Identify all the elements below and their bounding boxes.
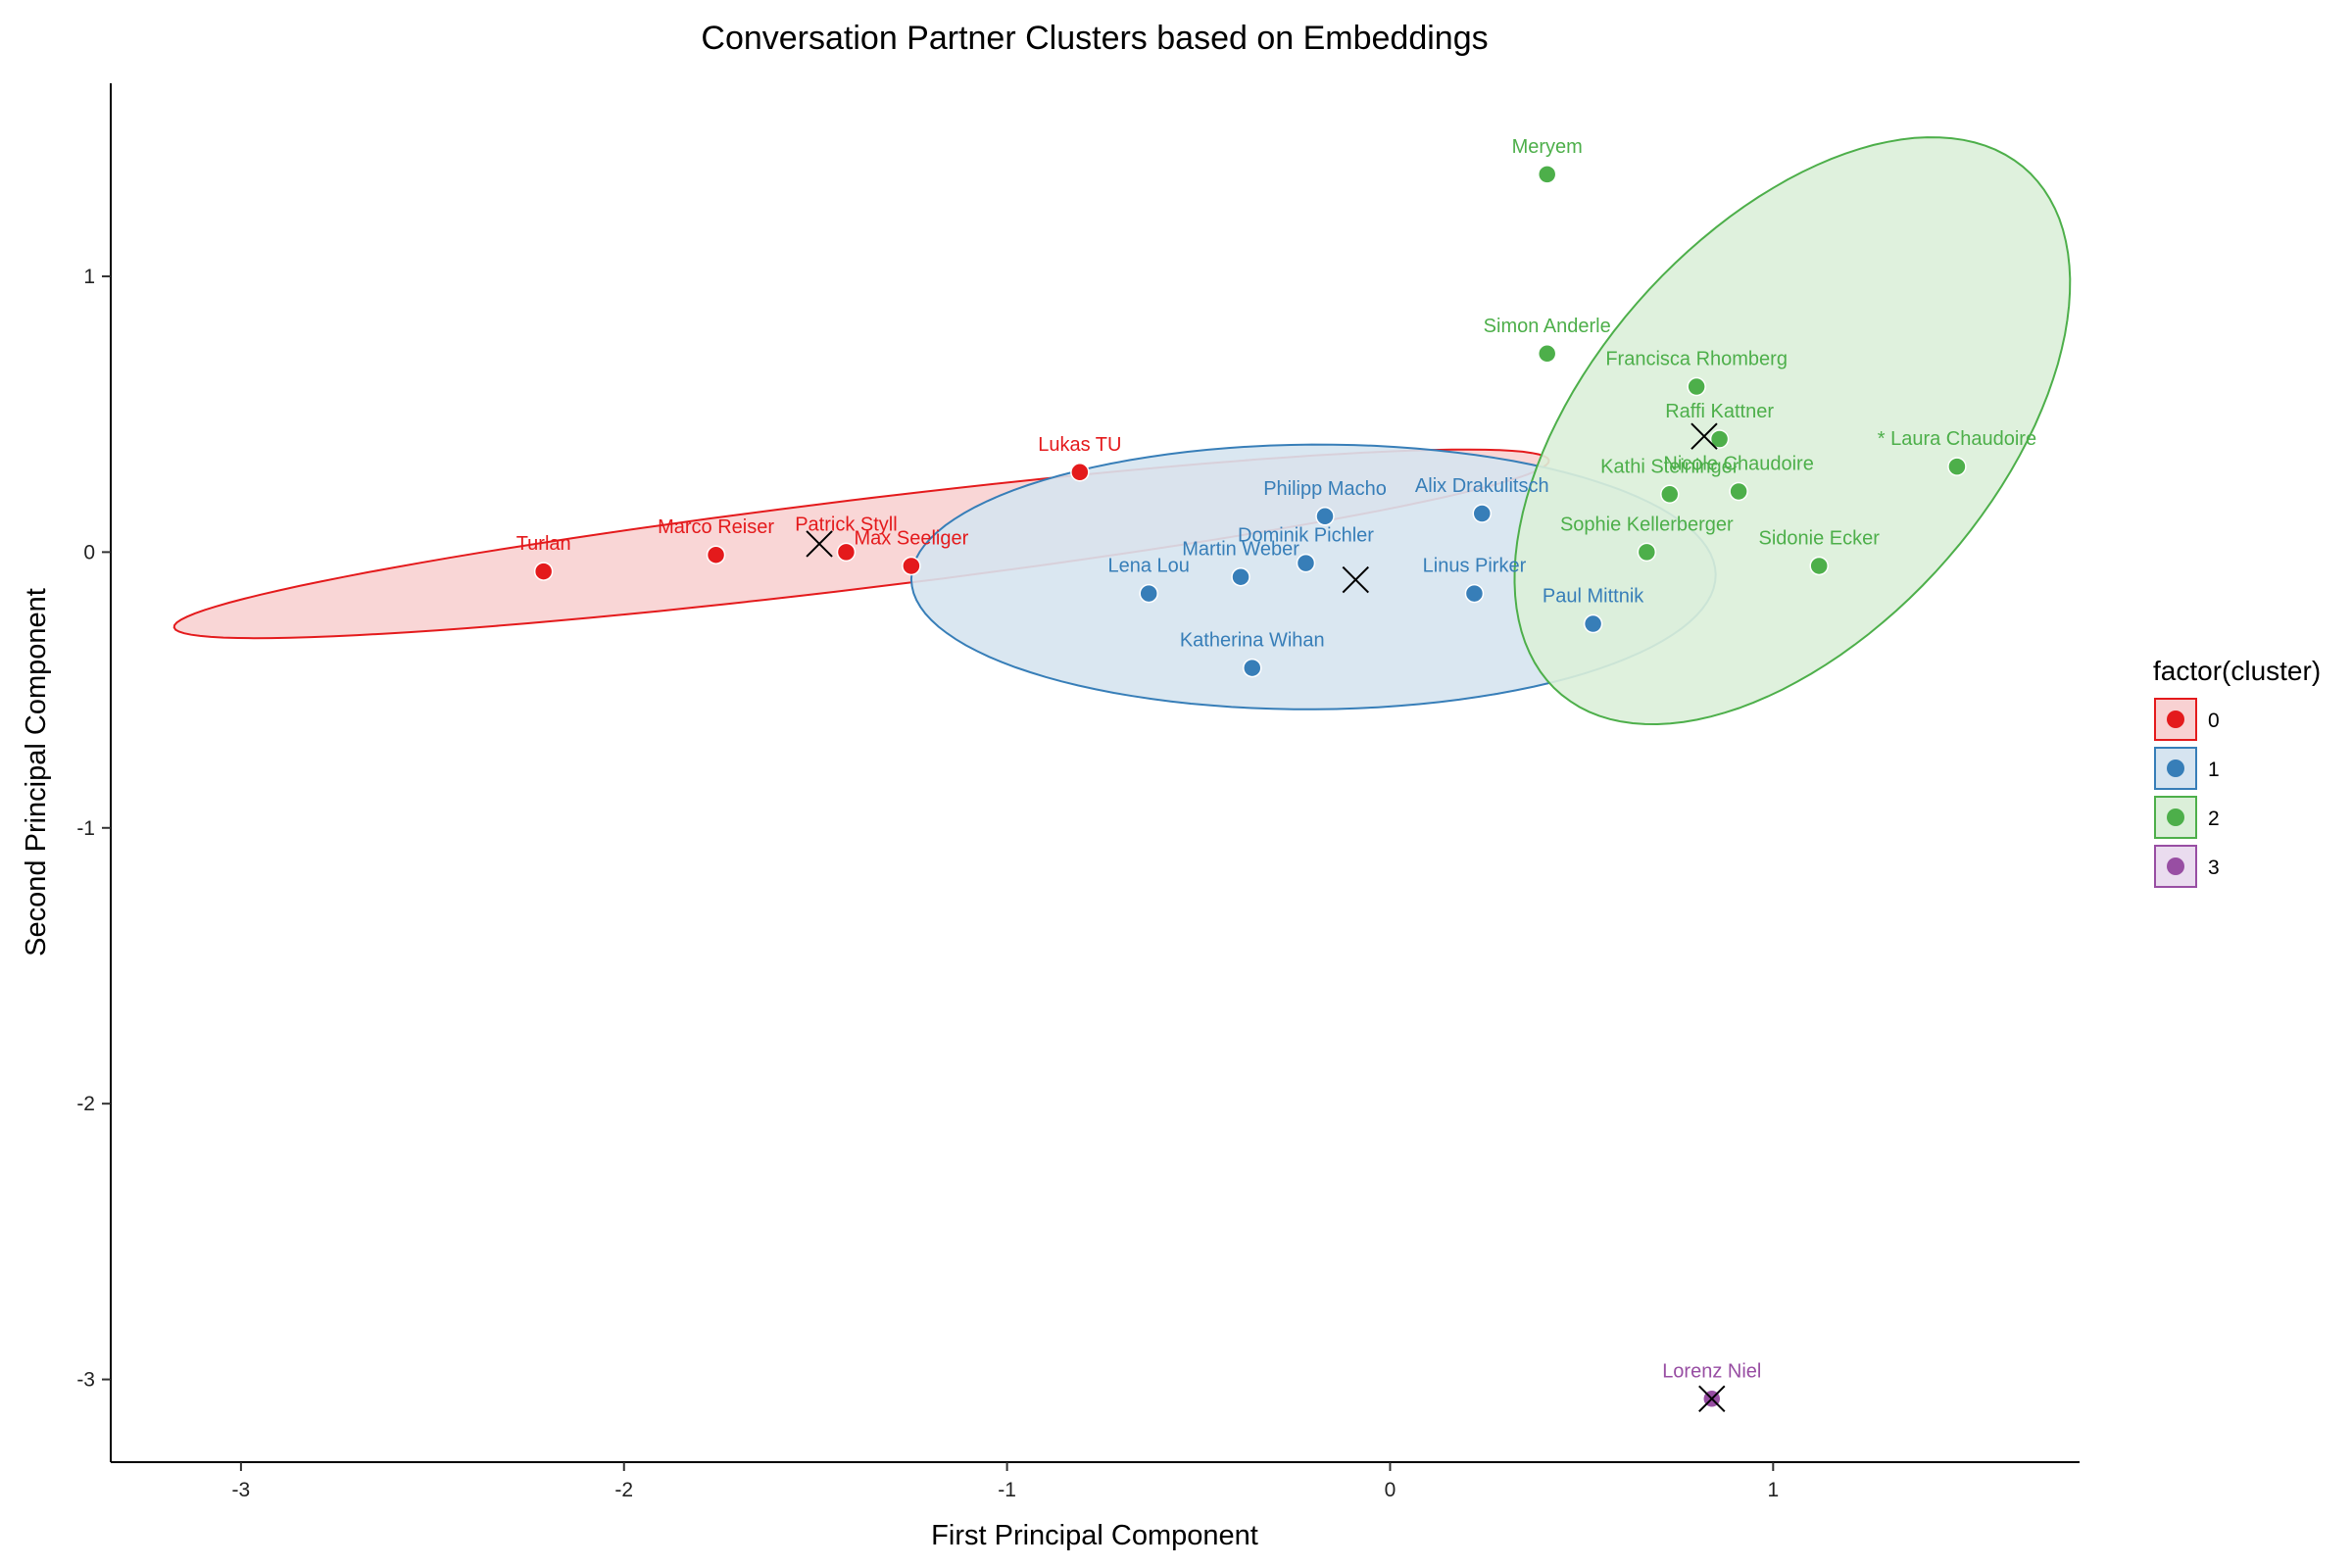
y-tick-label: 1 <box>83 266 95 288</box>
centroid-marker <box>1342 565 1369 594</box>
centroid-markers <box>806 422 1726 1412</box>
point-label: Patrick Styll <box>795 514 897 535</box>
data-point <box>902 556 921 576</box>
point-label: Lukas TU <box>1038 434 1121 456</box>
data-point <box>1709 429 1730 449</box>
point-label: Meryem <box>1512 136 1583 158</box>
point-label: Sophie Kellerberger <box>1560 514 1734 535</box>
point-label: Turlan <box>516 533 571 555</box>
x-tick-label: -3 <box>232 1479 251 1501</box>
data-point <box>1809 556 1829 576</box>
point-label: Kathi Steininger <box>1600 456 1740 477</box>
legend-label: 3 <box>2208 857 2220 879</box>
data-points <box>533 165 1967 1409</box>
x-tick-label: 1 <box>1767 1479 1779 1501</box>
legend-dot <box>2167 760 2184 777</box>
point-label: Alix Drakulitsch <box>1415 475 1549 497</box>
data-point <box>1537 165 1557 184</box>
point-label: Max Seeliger <box>855 527 969 549</box>
legend-key-1 <box>2154 747 2197 790</box>
point-label: * Laura Chaudoire <box>1878 428 2036 450</box>
cluster-ellipse-2 <box>1513 136 2072 726</box>
data-point <box>1139 583 1158 604</box>
x-tick-label: -1 <box>998 1479 1016 1501</box>
data-point <box>1729 481 1748 502</box>
y-axis-title: Second Principal Component <box>21 588 52 956</box>
data-point <box>1070 463 1090 482</box>
data-point <box>533 562 554 581</box>
y-tick-label: -2 <box>76 1093 95 1115</box>
data-point <box>1231 566 1250 587</box>
data-point <box>1243 658 1262 678</box>
data-point <box>1660 484 1680 505</box>
data-point <box>706 545 726 564</box>
y-tick-label: -1 <box>76 817 95 840</box>
data-point <box>1637 542 1657 563</box>
legend-label: 0 <box>2208 710 2220 732</box>
x-tick-label: -2 <box>614 1479 633 1501</box>
data-point <box>1687 376 1706 397</box>
point-label: Nicole Chaudoire <box>1663 453 1813 474</box>
y-tick-label: 0 <box>83 541 95 564</box>
centroid-marker <box>1698 1385 1726 1412</box>
point-label: Lorenz Niel <box>1662 1360 1761 1382</box>
point-label: Martin Weber <box>1182 539 1299 561</box>
data-point <box>1537 344 1557 364</box>
cluster-ellipse-1 <box>909 443 1717 710</box>
x-tick-label: 0 <box>1385 1479 1396 1501</box>
centroid-stroke <box>806 530 833 558</box>
point-label: Marco Reiser <box>658 516 774 538</box>
point-label: Raffi Kattner <box>1665 401 1774 422</box>
legend-dot <box>2167 858 2184 875</box>
data-point <box>1583 613 1603 634</box>
legend-label: 2 <box>2208 808 2220 830</box>
cluster-ellipses <box>172 136 2072 726</box>
point-label: Sidonie Ecker <box>1759 527 1881 549</box>
axis-ticks: -3 -2 -1 0 1 -3 -2 -1 0 1 <box>76 266 1779 1501</box>
legend-label: 1 <box>2208 759 2220 781</box>
point-label: Paul Mittnik <box>1543 586 1644 608</box>
point-label: Philipp Macho <box>1263 478 1387 500</box>
legend-dot <box>2167 808 2184 826</box>
point-label: Lena Lou <box>1108 556 1190 577</box>
centroid-stroke <box>1698 1385 1726 1412</box>
legend-key-2 <box>2154 796 2197 839</box>
legend-dot <box>2167 710 2184 728</box>
point-label: Dominik Pichler <box>1238 525 1374 547</box>
legend-title: factor(cluster) <box>2153 656 2321 686</box>
chart-title: Conversation Partner Clusters based on E… <box>701 20 1488 57</box>
point-label: Linus Pirker <box>1423 556 1527 577</box>
data-point <box>1472 504 1493 523</box>
centroid-stroke <box>1690 422 1718 450</box>
data-point <box>1947 457 1967 476</box>
data-point <box>836 542 857 563</box>
legend-key-3 <box>2154 845 2197 888</box>
y-tick-label: -3 <box>76 1369 95 1392</box>
legend-swatch <box>2154 796 2197 839</box>
data-point <box>1464 583 1485 604</box>
data-point <box>1315 507 1335 526</box>
point-label: Katherina Wihan <box>1180 630 1325 652</box>
x-axis-title: First Principal Component <box>931 1520 1258 1551</box>
legend: factor(cluster) 0 1 2 3 <box>2153 656 2321 888</box>
centroid-marker <box>1690 422 1718 450</box>
data-point <box>1296 553 1316 573</box>
point-label: Simon Anderle <box>1484 316 1611 337</box>
axes <box>110 83 2080 1463</box>
centroid-stroke <box>1342 565 1369 594</box>
legend-key-0 <box>2154 698 2197 741</box>
point-label: Francisca Rhomberg <box>1605 349 1788 370</box>
centroid-marker <box>806 530 833 558</box>
